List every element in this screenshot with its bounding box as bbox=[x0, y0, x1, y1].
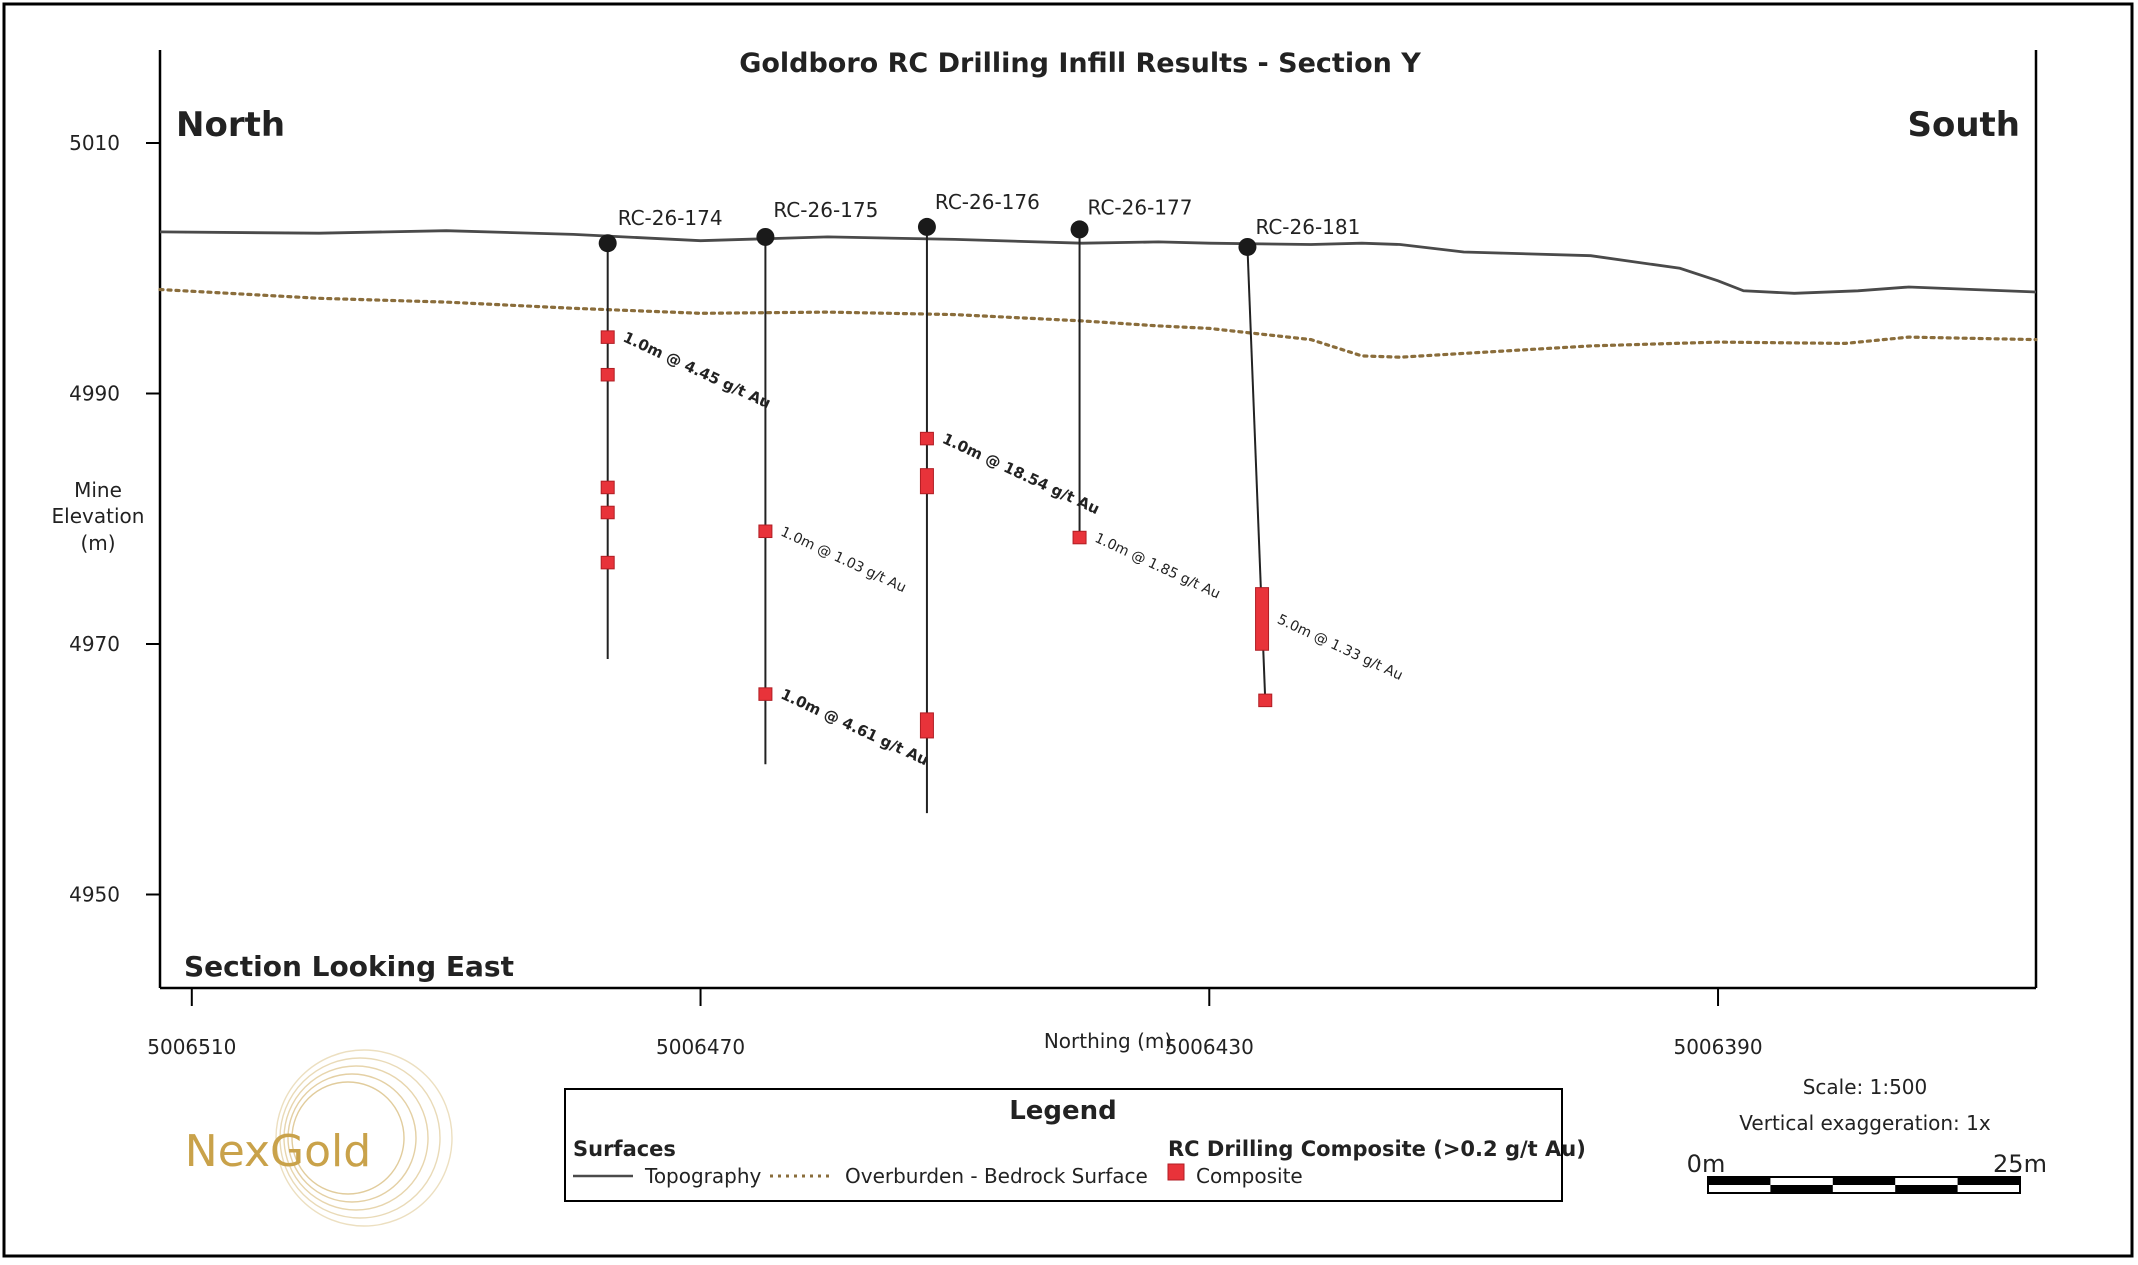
hole-label: RC-26-177 bbox=[1088, 195, 1193, 219]
collar-marker bbox=[756, 227, 775, 246]
drill-hole-rc-26-181: RC-26-181 5.0m @ 1.33 g/t Au bbox=[1238, 215, 1405, 708]
composite-interval bbox=[758, 524, 773, 539]
x-axis-ticks: 5006510 5006470 5006430 5006390 bbox=[147, 988, 1763, 1059]
composite-interval bbox=[919, 468, 934, 495]
hole-label: RC-26-174 bbox=[618, 206, 723, 230]
collar-marker bbox=[598, 234, 617, 253]
scale-bar-segment bbox=[1832, 1177, 1896, 1185]
assay-annotation: 1.0m @ 4.61 g/t Au bbox=[778, 685, 931, 769]
assay-annotation: 1.0m @ 1.03 g/t Au bbox=[778, 524, 908, 596]
y-axis-label-line-3: (m) bbox=[80, 531, 115, 555]
assay-annotation: 1.0m @ 18.54 g/t Au bbox=[940, 430, 1103, 519]
composite-interval bbox=[1072, 530, 1087, 545]
drill-hole-rc-26-175: RC-26-175 1.0m @ 1.03 g/t Au 1.0m @ 4.61 g… bbox=[756, 198, 931, 769]
drill-holes-layer: RC-26-174 1.0m @ 4.45 g/t Au RC-26-175 1.0m… bbox=[598, 190, 1405, 814]
nexgold-logo: NexGold bbox=[185, 1049, 453, 1227]
y-tick-label: 4990 bbox=[69, 382, 120, 406]
composite-interval bbox=[600, 367, 615, 382]
logo-ring bbox=[287, 1073, 417, 1203]
composite-interval bbox=[919, 431, 934, 446]
y-axis-label-line-2: Elevation bbox=[52, 504, 145, 528]
composite-interval bbox=[600, 330, 615, 344]
topography-line bbox=[159, 229, 2037, 295]
composite-interval bbox=[1258, 693, 1273, 708]
scale-bar-segment bbox=[1895, 1185, 1958, 1193]
figure-title: Goldboro RC Drilling Infill Results - Se… bbox=[739, 48, 1421, 79]
x-tick-label: 5006390 bbox=[1673, 1035, 1762, 1059]
assay-annotation: 1.0m @ 1.85 g/t Au bbox=[1092, 530, 1222, 602]
logo-ring bbox=[275, 1049, 453, 1227]
composite-interval bbox=[1255, 587, 1270, 651]
legend-composite-swatch bbox=[1167, 1163, 1185, 1181]
south-label: South bbox=[1907, 105, 2020, 145]
scale-ratio-text: Scale: 1:500 bbox=[1803, 1075, 1928, 1099]
y-axis-ticks: 5010 4990 4970 4950 bbox=[69, 131, 160, 907]
y-tick-label: 4970 bbox=[69, 632, 120, 656]
hole-label: RC-26-181 bbox=[1255, 215, 1360, 239]
drill-hole-rc-26-177: RC-26-177 1.0m @ 1.85 g/t Au bbox=[1070, 195, 1223, 602]
scale-bar bbox=[1707, 1176, 2021, 1194]
legend-composite-heading: RC Drilling Composite (>0.2 g/t Au) bbox=[1168, 1137, 1586, 1161]
vertical-exaggeration-text: Vertical exaggeration: 1x bbox=[1739, 1111, 1991, 1135]
logo-ring bbox=[283, 1065, 429, 1211]
y-axis-label-line-1: Mine bbox=[74, 478, 122, 502]
y-tick-label: 5010 bbox=[69, 131, 120, 155]
north-label: North bbox=[176, 105, 285, 145]
surfaces-layer bbox=[158, 229, 2038, 359]
legend: Legend Surfaces Topography Overburden - … bbox=[564, 1088, 1586, 1202]
scale-bar-segment bbox=[1770, 1185, 1833, 1193]
logo-ring bbox=[291, 1081, 405, 1195]
composite-interval bbox=[758, 687, 773, 701]
logo-ring bbox=[279, 1057, 441, 1219]
legend-overburden-label: Overburden - Bedrock Surface bbox=[845, 1164, 1148, 1188]
legend-title: Legend bbox=[1009, 1096, 1117, 1126]
scale-bar-segment bbox=[1957, 1177, 2020, 1185]
x-axis-label: Northing (m) bbox=[1044, 1029, 1172, 1053]
drill-hole-rc-26-176: RC-26-176 1.0m @ 18.54 g/t Au bbox=[917, 190, 1103, 814]
legend-surfaces-heading: Surfaces bbox=[573, 1137, 676, 1161]
drill-hole-rc-26-174: RC-26-174 1.0m @ 4.45 g/t Au bbox=[598, 206, 774, 660]
composite-interval bbox=[600, 555, 615, 570]
logo-wordmark: NexGold bbox=[185, 1126, 371, 1177]
legend-box bbox=[564, 1088, 1563, 1202]
collar-marker bbox=[1238, 237, 1257, 256]
overburden-bedrock-line bbox=[158, 287, 2038, 359]
x-tick-label: 5006510 bbox=[147, 1035, 236, 1059]
scale-bar-segment bbox=[1708, 1177, 1771, 1185]
composite-interval bbox=[600, 480, 615, 495]
legend-topography-label: Topography bbox=[644, 1164, 762, 1188]
view-direction-label: Section Looking East bbox=[184, 950, 514, 983]
collar-marker bbox=[917, 217, 936, 236]
hole-label: RC-26-175 bbox=[773, 198, 878, 222]
x-tick-label: 5006430 bbox=[1165, 1035, 1254, 1059]
assay-annotation: 5.0m @ 1.33 g/t Au bbox=[1275, 612, 1405, 684]
scale-block: Scale: 1:500 Vertical exaggeration: 1x 0… bbox=[1687, 1075, 2047, 1194]
assay-annotation: 1.0m @ 4.45 g/t Au bbox=[620, 328, 773, 412]
x-tick-label: 5006470 bbox=[656, 1035, 745, 1059]
scale-end-label: 25m bbox=[1993, 1150, 2047, 1178]
scale-start-label: 0m bbox=[1687, 1150, 1726, 1178]
legend-composite-label: Composite bbox=[1196, 1164, 1303, 1188]
composite-interval bbox=[600, 505, 615, 520]
hole-label: RC-26-176 bbox=[935, 190, 1040, 214]
collar-marker bbox=[1070, 220, 1089, 239]
composite-interval bbox=[919, 712, 934, 739]
y-tick-label: 4950 bbox=[69, 883, 120, 907]
